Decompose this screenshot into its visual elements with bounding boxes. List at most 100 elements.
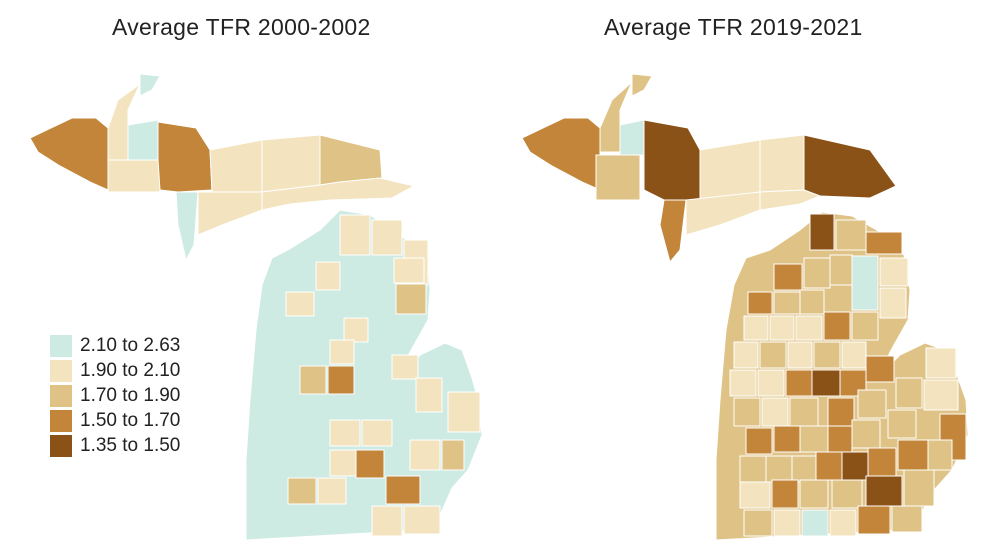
map-title-2019-2021: Average TFR 2019-2021 [604,14,863,40]
county [261,177,416,211]
county [773,509,801,537]
county [739,481,771,509]
county [799,289,825,315]
county [803,257,831,289]
county [685,191,761,236]
county [791,455,819,483]
county [773,425,801,453]
county [745,427,773,455]
county [851,419,881,449]
county [851,311,879,341]
county [827,425,853,453]
legend-item-range-5: 1.35 to 1.50 [50,433,180,458]
county [841,451,869,481]
county [865,355,895,383]
upper-peninsula-right [521,73,897,264]
county [747,291,773,315]
county [739,455,767,483]
legend-swatch [50,384,72,407]
color-legend: 2.10 to 2.63 1.90 to 2.10 1.70 to 1.90 1… [50,333,180,458]
county [857,505,891,535]
county [743,315,769,341]
county [769,315,795,341]
county [447,391,481,433]
county [771,479,799,509]
county [759,341,787,369]
county [823,311,851,341]
county [391,354,419,380]
county [355,449,385,479]
county [773,263,803,291]
county [643,119,701,201]
legend-swatch [50,409,72,432]
legend-label: 1.90 to 2.10 [80,359,181,381]
county [865,231,903,255]
county [851,255,879,311]
county [361,419,393,447]
county [903,469,935,507]
county [329,419,361,447]
county [765,455,793,483]
county [733,397,761,427]
legend-label: 1.70 to 1.90 [80,384,181,406]
county [415,377,443,413]
county [757,369,785,397]
county [393,257,425,284]
county [785,369,813,397]
legend-label: 1.50 to 1.70 [80,409,181,431]
county [759,189,822,211]
lower-peninsula-left [245,209,483,541]
county [887,409,917,439]
county [923,379,959,411]
county [857,389,887,419]
county [895,377,923,409]
county [879,257,909,287]
county [891,505,923,533]
county [699,139,761,201]
county [815,451,843,481]
county [811,369,841,397]
county [801,509,829,537]
county [925,347,957,379]
county [831,479,863,509]
legend-swatch [50,434,72,457]
county [599,81,633,153]
county [631,73,653,97]
county [795,315,823,341]
county [157,121,213,193]
county [403,505,441,535]
county [787,341,813,369]
county [285,291,315,317]
county [659,199,687,264]
legend-item-range-2: 1.90 to 2.10 [50,358,180,383]
county [315,261,341,291]
county [329,449,357,477]
county [841,341,867,369]
county [803,134,897,199]
county [139,73,161,97]
county [835,219,867,251]
county [761,397,789,427]
county [197,191,263,236]
county [733,341,759,369]
county [813,341,841,369]
county [287,477,317,505]
county [829,254,853,286]
legend-item-range-1: 2.10 to 2.63 [50,333,180,358]
county [759,134,805,193]
county [773,291,801,315]
county [385,475,421,505]
legend-label: 2.10 to 2.63 [80,334,181,356]
county [867,447,897,479]
map-title-2000-2002: Average TFR 2000-2002 [112,14,371,40]
county [371,505,403,537]
county [619,119,645,156]
county [879,287,907,319]
upper-peninsula-left [29,73,416,262]
county [827,397,855,427]
legend-swatch [50,359,72,382]
county [395,283,427,315]
county [339,214,371,256]
county [865,475,903,507]
